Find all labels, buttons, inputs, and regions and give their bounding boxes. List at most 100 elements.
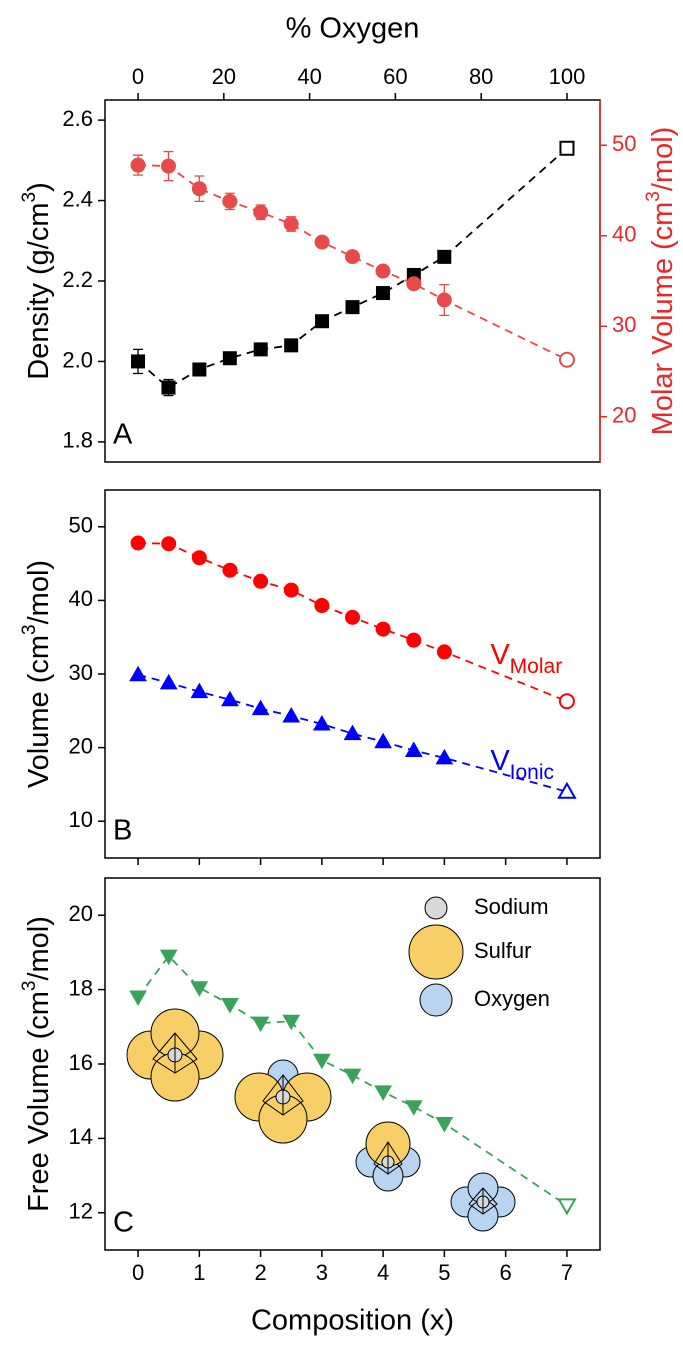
y-tick-label: 50 — [69, 513, 93, 538]
data-point — [558, 693, 575, 710]
label-part: Free Volume (cm — [23, 991, 55, 1212]
y-axis-title: Volume (cm3/mol) — [19, 560, 55, 788]
plot-frame — [104, 99, 601, 463]
data-point — [190, 981, 209, 997]
x-tick-label: 80 — [469, 64, 493, 89]
y-tick-label: 1.8 — [62, 428, 93, 453]
y-tick-label: 20 — [69, 901, 93, 926]
data-point — [161, 380, 176, 395]
data-point — [160, 158, 176, 174]
legend-label: Sodium — [474, 894, 549, 919]
data-point — [375, 286, 390, 301]
data-point — [283, 582, 299, 598]
y-tick-label: 2.4 — [62, 186, 93, 211]
data-point — [313, 1053, 331, 1070]
data-point — [129, 665, 147, 682]
y2-axis-title: Molar Volume (cm3/mol) — [643, 127, 679, 436]
y-tick-label: 2.6 — [62, 106, 93, 131]
x-tick-label: 40 — [297, 64, 321, 89]
cluster-nas-o3 — [355, 1121, 421, 1192]
data-point — [161, 536, 177, 552]
molecule-illustrations — [126, 1008, 516, 1232]
data-point — [253, 342, 268, 357]
data-point — [436, 292, 452, 308]
data-point — [406, 276, 422, 292]
x-tick-label: 100 — [549, 64, 586, 89]
cluster-na4s — [126, 1008, 224, 1102]
data-point — [130, 157, 146, 173]
annotation-subscript: Molar — [510, 655, 563, 678]
data-point — [374, 732, 392, 749]
data-point — [435, 748, 454, 765]
data-point — [315, 314, 330, 329]
data-point — [437, 249, 452, 264]
x-tick-label: 5 — [438, 1260, 450, 1285]
label-part: Molar Volume (cm — [647, 202, 679, 436]
annotation-subscript: Ionic — [510, 761, 554, 784]
data-point — [191, 181, 207, 197]
legend-swatch — [424, 896, 448, 920]
data-point — [559, 140, 575, 156]
data-point — [222, 351, 237, 366]
y2-tick-label: 50 — [612, 131, 636, 156]
data-point — [404, 1100, 423, 1116]
y2-tick-label: 30 — [612, 312, 636, 337]
y-tick-label: 40 — [69, 586, 93, 611]
y-axis-title: Density (g/cm3) — [19, 182, 55, 380]
data-point — [345, 300, 360, 315]
panel-label: B — [113, 815, 132, 847]
y-tick-label: 20 — [69, 733, 93, 758]
x-tick-label: 1 — [193, 1260, 205, 1285]
data-point — [313, 715, 331, 731]
x-tick-label: 2 — [254, 1260, 266, 1285]
x-tick-label: 0 — [132, 1260, 144, 1285]
data-point — [221, 690, 239, 707]
x-tick-label: 0 — [132, 64, 144, 89]
data-point — [345, 609, 360, 625]
legend-label: Oxygen — [474, 986, 550, 1011]
data-point — [345, 249, 360, 265]
x-tick-label: 3 — [316, 1260, 328, 1285]
label-part: ) — [23, 182, 55, 192]
cluster-na4s3o — [234, 1059, 332, 1144]
x-tick-label: 20 — [212, 64, 236, 89]
annotation-text: V — [490, 745, 510, 777]
fit-line — [137, 673, 568, 793]
data-point — [190, 682, 209, 699]
panel-label: C — [113, 1207, 134, 1239]
data-point — [558, 351, 575, 368]
x-tick-label: 7 — [561, 1260, 573, 1285]
data-point — [192, 362, 207, 377]
y-tick-label: 18 — [69, 975, 93, 1000]
y-tick-label: 10 — [69, 807, 93, 832]
data-point — [251, 699, 270, 716]
x-tick-label: 6 — [500, 1260, 512, 1285]
series-annotation: VIonic — [490, 745, 554, 784]
data-point — [314, 598, 330, 614]
data-point — [314, 234, 330, 250]
legend-swatch — [419, 983, 453, 1017]
y-tick-label: 14 — [69, 1124, 93, 1149]
y2-tick-label: 40 — [612, 222, 636, 247]
data-point — [283, 216, 299, 232]
data-point — [222, 193, 238, 209]
label-part: /mol) — [23, 560, 55, 624]
series-annotation: VMolar — [490, 639, 562, 678]
y-tick-label: 30 — [69, 660, 93, 685]
data-point — [375, 263, 391, 279]
data-point — [557, 1198, 577, 1216]
y-tick-label: 2.2 — [62, 267, 93, 292]
legend-label: Sulfur — [474, 938, 531, 963]
superscript: 3 — [19, 981, 40, 992]
data-point — [282, 1014, 301, 1031]
data-point — [159, 949, 178, 966]
data-point — [435, 1117, 454, 1133]
data-point — [129, 990, 147, 1007]
y-tick-label: 12 — [69, 1199, 93, 1224]
label-part: /mol) — [23, 916, 55, 980]
data-point — [343, 724, 362, 741]
data-point — [557, 781, 577, 799]
y-tick-label: 16 — [69, 1050, 93, 1075]
label-part: Volume (cm — [23, 635, 55, 788]
y-tick-label: 2.0 — [62, 347, 93, 372]
